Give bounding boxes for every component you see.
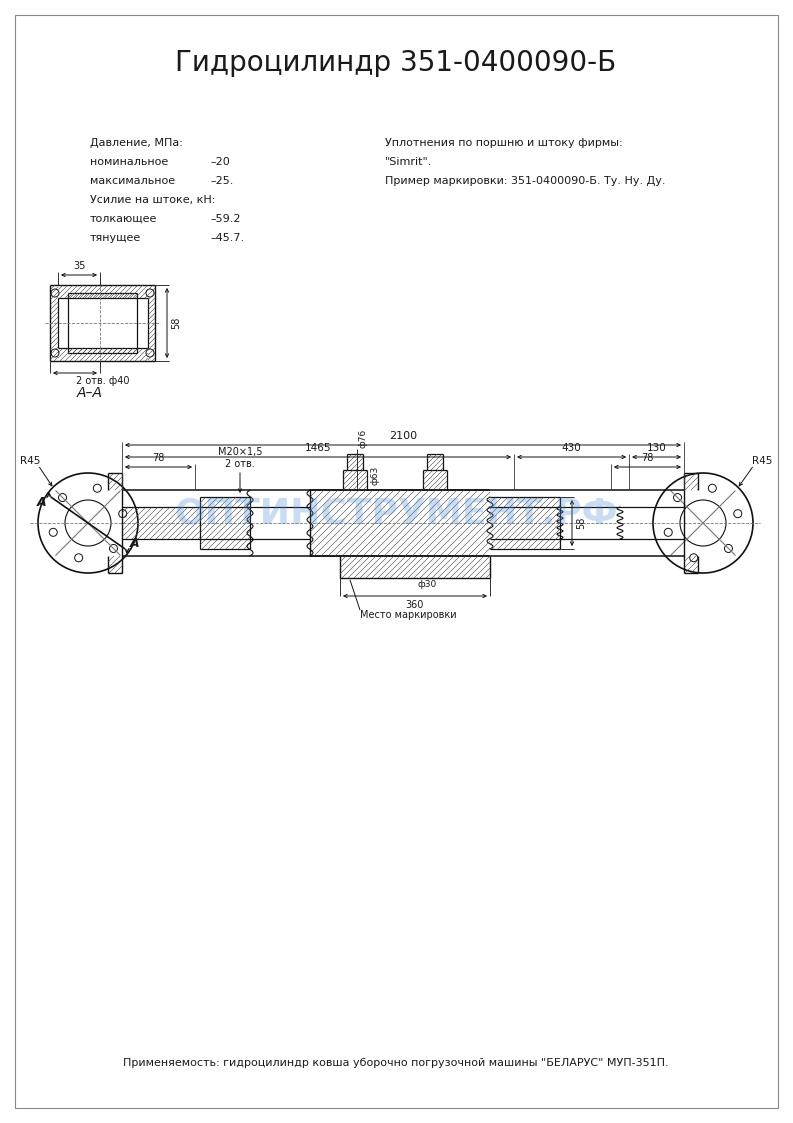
Text: R45: R45 bbox=[752, 456, 772, 466]
Text: 1465: 1465 bbox=[305, 442, 331, 453]
Text: 2 отв. ф40: 2 отв. ф40 bbox=[76, 376, 129, 386]
Text: R45: R45 bbox=[20, 456, 40, 466]
Text: Уплотнения по поршню и штоку фирмы:: Уплотнения по поршню и штоку фирмы: bbox=[385, 138, 623, 148]
Text: Пример маркировки: 351-0400090-Б. Ту. Ну. Ду.: Пример маркировки: 351-0400090-Б. Ту. Ну… bbox=[385, 176, 665, 186]
Text: 58: 58 bbox=[576, 517, 586, 529]
Text: М20×1,5
2 отв.: М20×1,5 2 отв. bbox=[218, 447, 262, 469]
Text: тянущее: тянущее bbox=[90, 232, 141, 243]
Text: 2100: 2100 bbox=[389, 431, 417, 441]
Text: –59.2: –59.2 bbox=[210, 214, 240, 223]
Text: ф30: ф30 bbox=[417, 579, 436, 588]
Text: Место маркировки: Место маркировки bbox=[360, 610, 457, 620]
Text: 360: 360 bbox=[406, 600, 424, 610]
Text: –20: –20 bbox=[210, 157, 230, 167]
Text: Гидроцилиндр 351-0400090-Б: Гидроцилиндр 351-0400090-Б bbox=[175, 49, 617, 77]
Text: 78: 78 bbox=[152, 453, 165, 463]
Text: 35: 35 bbox=[73, 261, 85, 271]
Text: Усилие на штоке, кН:: Усилие на штоке, кН: bbox=[90, 195, 216, 206]
Text: максимальное: максимальное bbox=[90, 176, 175, 186]
Text: –25.: –25. bbox=[210, 176, 233, 186]
Text: –45.7.: –45.7. bbox=[210, 232, 244, 243]
Text: 430: 430 bbox=[561, 442, 581, 453]
Text: толкающее: толкающее bbox=[90, 214, 157, 223]
Text: А–А: А–А bbox=[77, 386, 103, 400]
Text: Давление, МПа:: Давление, МПа: bbox=[90, 138, 183, 148]
Text: 130: 130 bbox=[647, 442, 666, 453]
Text: ф63: ф63 bbox=[370, 466, 379, 485]
Text: 78: 78 bbox=[642, 453, 653, 463]
Text: номинальное: номинальное bbox=[90, 157, 168, 167]
Text: Применяемость: гидроцилиндр ковша уборочно погрузочной машины "БЕЛАРУС" МУП-351П: Применяемость: гидроцилиндр ковша убороч… bbox=[123, 1058, 668, 1068]
Text: А: А bbox=[130, 537, 140, 550]
Text: "Simrit".: "Simrit". bbox=[385, 157, 432, 167]
Text: А: А bbox=[36, 495, 46, 509]
Text: 58: 58 bbox=[171, 317, 181, 329]
Text: ОПТИНСТРУМЕНТ.РФ: ОПТИНСТРУМЕНТ.РФ bbox=[174, 496, 618, 530]
Text: ф76: ф76 bbox=[359, 429, 368, 448]
